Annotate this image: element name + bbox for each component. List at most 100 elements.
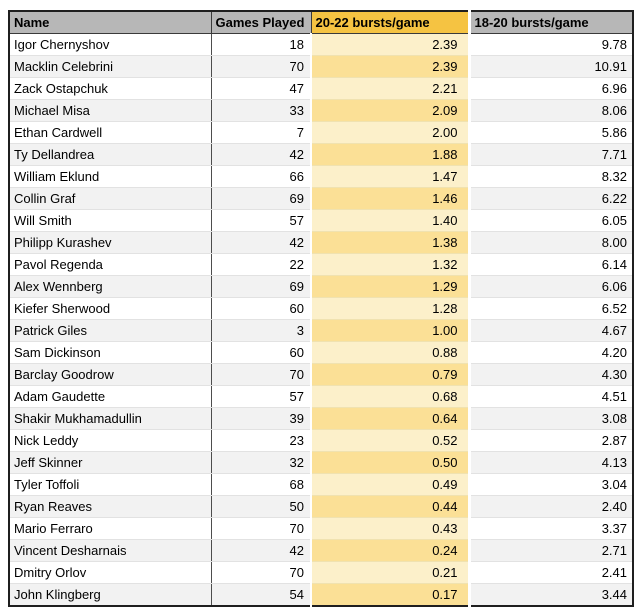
value-cell-18-20-bursts-game: 4.51 (469, 385, 633, 408)
player-name-cell: Patrick Giles (9, 319, 212, 342)
value-cell-20-22-bursts-game: 1.29 (310, 275, 471, 298)
player-name-cell: William Eklund (9, 165, 212, 188)
value-cell-18-20-bursts-game: 10.91 (469, 55, 633, 78)
value-cell-games-played: 42 (211, 231, 311, 254)
value-cell-games-played: 70 (211, 561, 311, 584)
table-row: Kiefer Sherwood 60 1.28 6.52 (9, 297, 633, 320)
table-header: Name Games Played 20-22 bursts/game 18-20 b… (9, 11, 633, 34)
value-cell-20-22-bursts-game: 2.09 (310, 99, 471, 122)
player-name-cell: Pavol Regenda (9, 253, 212, 276)
value-cell-games-played: 70 (211, 55, 311, 78)
table-row: Collin Graf 69 1.46 6.22 (9, 187, 633, 210)
value-cell-18-20-bursts-game: 4.20 (469, 341, 633, 364)
value-cell-games-played: 33 (211, 99, 311, 122)
value-cell-20-22-bursts-game: 2.39 (310, 33, 471, 56)
table-row: John Klingberg 54 0.17 3.44 (9, 583, 633, 606)
player-name-cell: Alex Wennberg (9, 275, 212, 298)
value-cell-20-22-bursts-game: 1.28 (310, 297, 471, 320)
player-name-cell: Michael Misa (9, 99, 212, 122)
value-cell-18-20-bursts-game: 7.71 (469, 143, 633, 166)
value-cell-18-20-bursts-game: 3.04 (469, 473, 633, 496)
value-cell-18-20-bursts-game: 6.14 (469, 253, 633, 276)
value-cell-20-22-bursts-game: 0.52 (310, 429, 471, 452)
table-row: Will Smith 57 1.40 6.05 (9, 209, 633, 232)
header-row: Name Games Played 20-22 bursts/game 18-20 b… (9, 11, 633, 34)
value-cell-games-played: 39 (211, 407, 311, 430)
table-row: Igor Chernyshov 18 2.39 9.78 (9, 33, 633, 56)
value-cell-games-played: 22 (211, 253, 311, 276)
value-cell-20-22-bursts-game: 0.88 (310, 341, 471, 364)
value-cell-games-played: 69 (211, 275, 311, 298)
value-cell-18-20-bursts-game: 5.86 (469, 121, 633, 144)
value-cell-games-played: 42 (211, 539, 311, 562)
value-cell-20-22-bursts-game: 1.00 (310, 319, 471, 342)
value-cell-games-played: 50 (211, 495, 311, 518)
value-cell-games-played: 60 (211, 297, 311, 320)
value-cell-20-22-bursts-game: 0.79 (310, 363, 471, 386)
table-row: Jeff Skinner 32 0.50 4.13 (9, 451, 633, 474)
value-cell-games-played: 3 (211, 319, 311, 342)
value-cell-20-22-bursts-game: 0.44 (310, 495, 471, 518)
table-row: Mario Ferraro 70 0.43 3.37 (9, 517, 633, 540)
value-cell-20-22-bursts-game: 1.47 (310, 165, 471, 188)
table-row: Ty Dellandrea 42 1.88 7.71 (9, 143, 633, 166)
value-cell-games-played: 32 (211, 451, 311, 474)
value-cell-20-22-bursts-game: 1.88 (310, 143, 471, 166)
table-row: Barclay Goodrow 70 0.79 4.30 (9, 363, 633, 386)
value-cell-20-22-bursts-game: 0.21 (310, 561, 471, 584)
table-row: Philipp Kurashev 42 1.38 8.00 (9, 231, 633, 254)
table-row: Alex Wennberg 69 1.29 6.06 (9, 275, 633, 298)
table-row: Ryan Reaves 50 0.44 2.40 (9, 495, 633, 518)
player-name-cell: Macklin Celebrini (9, 55, 212, 78)
player-name-cell: Ryan Reaves (9, 495, 212, 518)
value-cell-20-22-bursts-game: 2.39 (310, 55, 471, 78)
value-cell-20-22-bursts-game: 1.38 (310, 231, 471, 254)
value-cell-games-played: 69 (211, 187, 311, 210)
value-cell-18-20-bursts-game: 6.96 (469, 77, 633, 100)
table-row: Shakir Mukhamadullin 39 0.64 3.08 (9, 407, 633, 430)
value-cell-18-20-bursts-game: 3.44 (469, 583, 633, 606)
player-name-cell: Ty Dellandrea (9, 143, 212, 166)
table-row: Michael Misa 33 2.09 8.06 (9, 99, 633, 122)
spreadsheet-table-region: Name Games Played 20-22 bursts/game 18-20 b… (8, 10, 634, 607)
value-cell-18-20-bursts-game: 9.78 (469, 33, 633, 56)
table-row: William Eklund 66 1.47 8.32 (9, 165, 633, 188)
value-cell-18-20-bursts-game: 6.52 (469, 297, 633, 320)
value-cell-20-22-bursts-game: 0.64 (310, 407, 471, 430)
column-header-18-20-bursts-game: 18-20 bursts/game (469, 11, 633, 34)
value-cell-18-20-bursts-game: 6.06 (469, 275, 633, 298)
value-cell-20-22-bursts-game: 1.40 (310, 209, 471, 232)
value-cell-18-20-bursts-game: 2.87 (469, 429, 633, 452)
player-name-cell: Ethan Cardwell (9, 121, 212, 144)
value-cell-18-20-bursts-game: 4.30 (469, 363, 633, 386)
player-name-cell: Sam Dickinson (9, 341, 212, 364)
column-header-20-22-bursts-game: 20-22 bursts/game (311, 11, 471, 34)
player-name-cell: Mario Ferraro (9, 517, 212, 540)
table-row: Ethan Cardwell 7 2.00 5.86 (9, 121, 633, 144)
value-cell-20-22-bursts-game: 0.50 (310, 451, 471, 474)
value-cell-18-20-bursts-game: 4.13 (469, 451, 633, 474)
table-row: Adam Gaudette 57 0.68 4.51 (9, 385, 633, 408)
value-cell-games-played: 70 (211, 517, 311, 540)
player-name-cell: Vincent Desharnais (9, 539, 212, 562)
player-name-cell: Kiefer Sherwood (9, 297, 212, 320)
player-name-cell: Jeff Skinner (9, 451, 212, 474)
value-cell-18-20-bursts-game: 3.37 (469, 517, 633, 540)
table-row: Vincent Desharnais 42 0.24 2.71 (9, 539, 633, 562)
value-cell-20-22-bursts-game: 2.00 (310, 121, 471, 144)
value-cell-20-22-bursts-game: 2.21 (310, 77, 471, 100)
player-name-cell: Philipp Kurashev (9, 231, 212, 254)
value-cell-20-22-bursts-game: 0.68 (310, 385, 471, 408)
column-header-games-played: Games Played (211, 11, 312, 34)
value-cell-18-20-bursts-game: 8.06 (469, 99, 633, 122)
player-name-cell: Collin Graf (9, 187, 212, 210)
table-row: Zack Ostapchuk 47 2.21 6.96 (9, 77, 633, 100)
value-cell-18-20-bursts-game: 8.00 (469, 231, 633, 254)
value-cell-20-22-bursts-game: 1.46 (310, 187, 471, 210)
player-name-cell: John Klingberg (9, 583, 212, 606)
value-cell-18-20-bursts-game: 2.71 (469, 539, 633, 562)
table-row: Tyler Toffoli 68 0.49 3.04 (9, 473, 633, 496)
value-cell-18-20-bursts-game: 6.05 (469, 209, 633, 232)
value-cell-20-22-bursts-game: 1.32 (310, 253, 471, 276)
player-name-cell: Zack Ostapchuk (9, 77, 212, 100)
